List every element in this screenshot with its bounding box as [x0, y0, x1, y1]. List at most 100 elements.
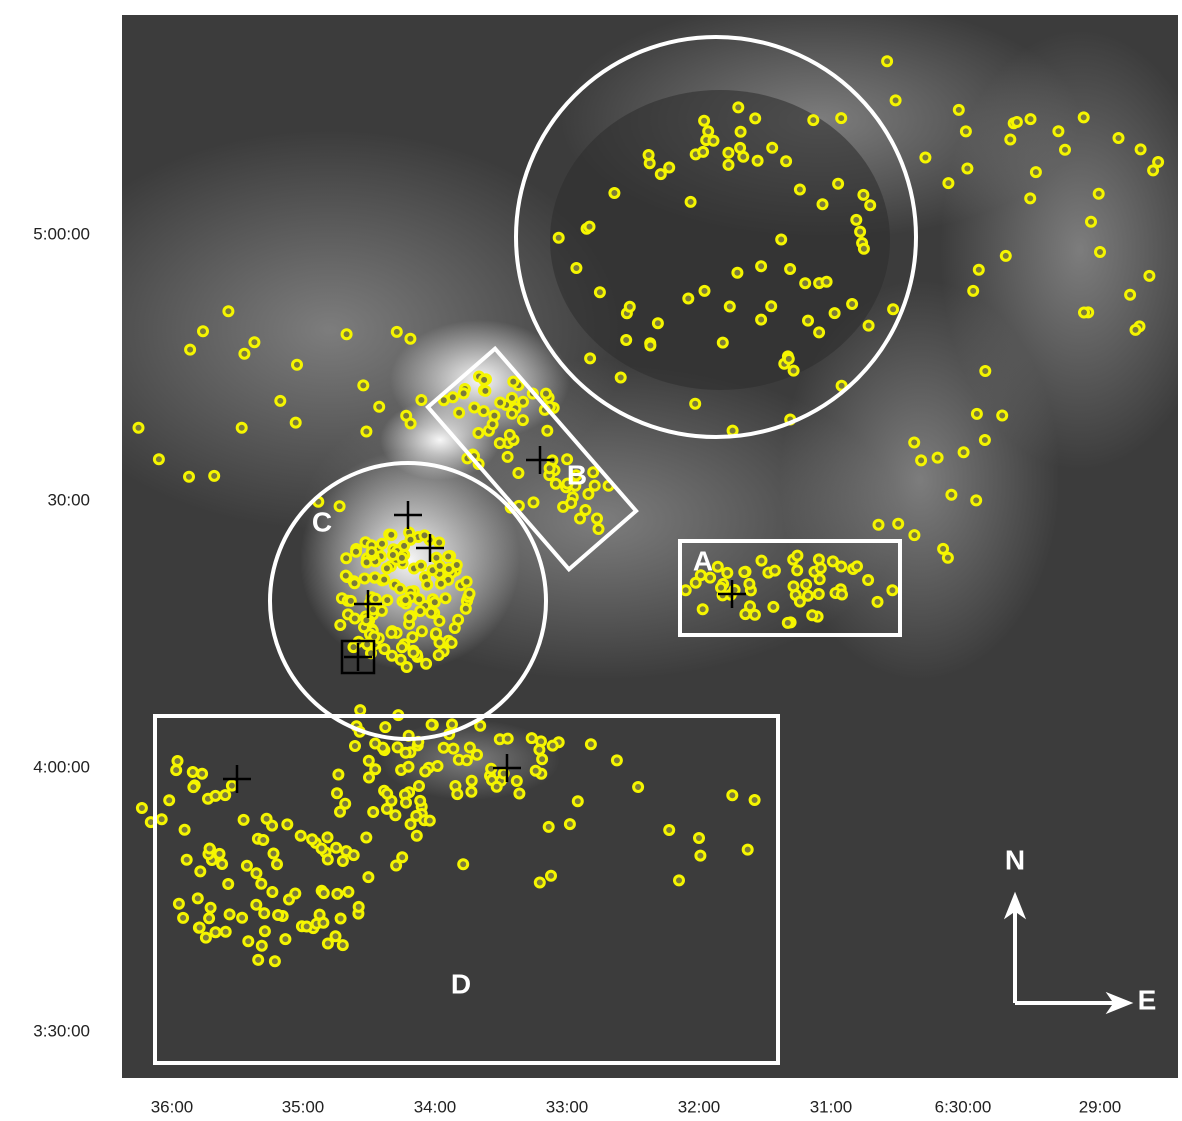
source-point — [535, 745, 544, 754]
source-point — [402, 663, 411, 672]
source-point — [415, 782, 424, 791]
source-point — [274, 911, 283, 920]
source-point — [508, 409, 517, 418]
source-point — [894, 519, 903, 528]
source-point — [244, 937, 253, 946]
source-point — [889, 305, 898, 314]
source-point — [1012, 118, 1021, 127]
source-point — [315, 910, 324, 919]
source-point — [370, 632, 379, 641]
source-point — [404, 762, 413, 771]
source-point — [270, 957, 279, 966]
source-point — [814, 555, 823, 564]
source-point — [367, 548, 376, 557]
source-point — [416, 796, 425, 805]
source-point — [634, 783, 643, 792]
x-tick-label: 29:00 — [1079, 1097, 1122, 1116]
source-point — [185, 472, 194, 481]
source-point — [527, 734, 536, 743]
source-point — [741, 610, 750, 619]
source-point — [205, 844, 214, 853]
source-point — [380, 575, 389, 584]
source-point — [1096, 248, 1105, 257]
source-point — [795, 597, 804, 606]
source-point — [852, 215, 861, 224]
source-point — [963, 164, 972, 173]
source-point — [338, 857, 347, 866]
source-point — [172, 766, 181, 775]
source-point — [981, 367, 990, 376]
source-point — [356, 706, 365, 715]
source-point — [188, 768, 197, 777]
source-point — [259, 836, 268, 845]
source-point — [782, 157, 791, 166]
source-point — [509, 377, 518, 386]
source-point — [505, 430, 514, 439]
source-point — [691, 399, 700, 408]
source-point — [515, 789, 524, 798]
source-point — [335, 502, 344, 511]
source-point — [743, 845, 752, 854]
source-point — [211, 928, 220, 937]
source-point — [332, 843, 341, 852]
source-point — [383, 789, 392, 798]
source-point — [695, 834, 704, 843]
source-point — [342, 554, 351, 563]
source-point — [784, 354, 793, 363]
x-tick-label: 33:00 — [546, 1097, 589, 1116]
source-point — [470, 403, 479, 412]
source-point — [1026, 115, 1035, 124]
source-point — [1145, 271, 1154, 280]
source-point — [196, 867, 205, 876]
source-point — [495, 439, 504, 448]
source-point — [449, 744, 458, 753]
source-point — [283, 820, 292, 829]
source-point — [974, 265, 983, 274]
source-point — [830, 309, 839, 318]
source-point — [402, 798, 411, 807]
source-point — [753, 156, 762, 165]
source-point — [317, 844, 326, 853]
source-point — [802, 580, 811, 589]
source-point — [224, 880, 233, 889]
source-point — [268, 888, 277, 897]
source-point — [856, 227, 865, 236]
source-point — [512, 777, 521, 786]
source-point — [421, 767, 430, 776]
source-point — [383, 596, 392, 605]
source-point — [281, 935, 290, 944]
source-point — [751, 114, 760, 123]
source-point — [455, 408, 464, 417]
source-point — [474, 429, 483, 438]
source-point — [269, 849, 278, 858]
source-point — [291, 889, 300, 898]
source-point — [1061, 145, 1070, 154]
x-axis: 36:0035:0034:0033:0032:0031:006:30:0029:… — [151, 1097, 1122, 1116]
source-point — [804, 316, 813, 325]
source-point — [947, 490, 956, 499]
source-point — [864, 576, 873, 585]
region-label: D — [451, 968, 471, 999]
source-point — [700, 286, 709, 295]
source-point — [864, 321, 873, 330]
source-point — [387, 628, 396, 637]
source-point — [180, 825, 189, 834]
source-point — [462, 756, 471, 765]
x-tick-label: 31:00 — [810, 1097, 853, 1116]
source-point — [408, 633, 417, 642]
source-point — [388, 651, 397, 660]
region-label: C — [312, 506, 332, 537]
source-point — [262, 814, 271, 823]
source-point — [240, 349, 249, 358]
source-point — [157, 815, 166, 824]
source-point — [377, 606, 386, 615]
source-point — [818, 200, 827, 209]
source-point — [786, 265, 795, 274]
source-point — [740, 568, 749, 577]
source-point — [415, 595, 424, 604]
compass-label: E — [1138, 984, 1157, 1015]
source-point — [665, 163, 674, 172]
source-point — [959, 448, 968, 457]
source-point — [401, 596, 410, 605]
x-tick-label: 34:00 — [414, 1097, 457, 1116]
